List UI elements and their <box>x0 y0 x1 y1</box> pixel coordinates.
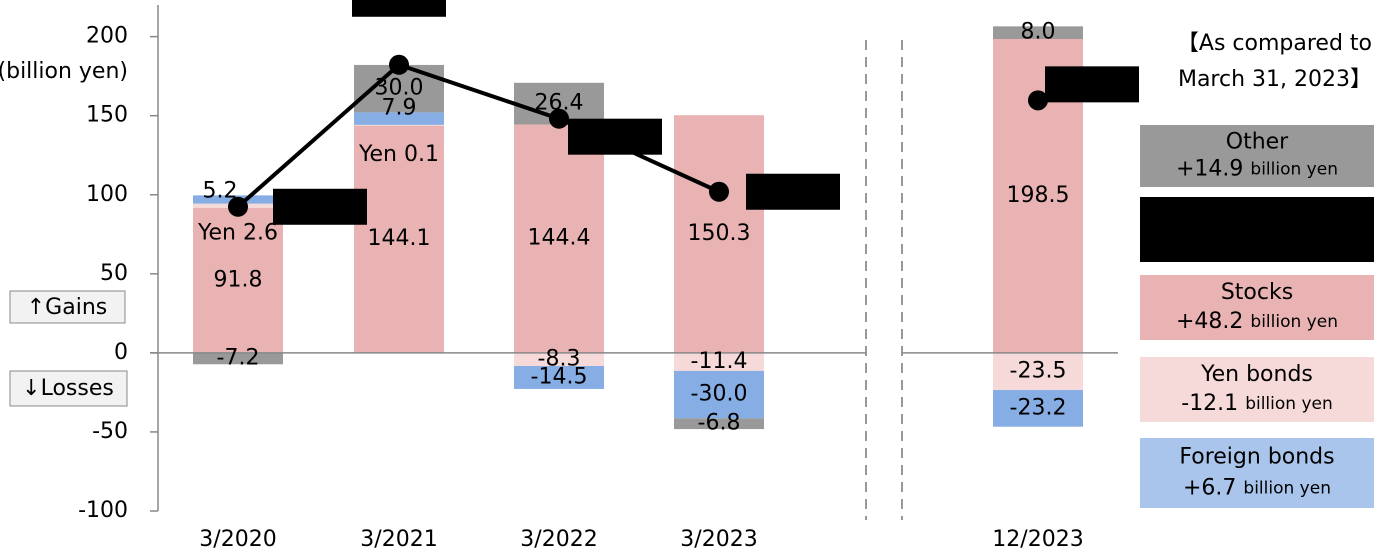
y-tick-label: 100 <box>86 182 128 207</box>
legend-change-unit: billion yen <box>1247 234 1347 254</box>
bar-segment <box>993 352 1083 391</box>
legend-change-value: +57.7 <box>1167 231 1240 256</box>
legend-change-unit: billion yen <box>1243 478 1331 498</box>
bar-segment <box>514 352 604 366</box>
y-tick-label: 0 <box>114 340 128 365</box>
losses-label: ↓Losses <box>22 376 114 401</box>
legend-change: +57.7 billion yen <box>1167 231 1347 256</box>
total-label: 182.2 <box>364 0 434 11</box>
legend-box <box>1140 357 1374 422</box>
bar-segment <box>674 418 764 430</box>
gains-box <box>9 290 126 324</box>
legend-change-unit: billion yen <box>1245 394 1333 414</box>
annotation: 【As compared to <box>1177 31 1372 56</box>
value-label: 150.3 <box>688 221 751 246</box>
total-marker <box>549 108 569 129</box>
total-marker <box>709 181 729 202</box>
total-label: 92.4 <box>293 194 347 219</box>
legend-change: +6.7 billion yen <box>1183 475 1331 500</box>
bar-segment <box>354 112 444 125</box>
total-label-box <box>352 0 446 17</box>
legend-change-value: +6.7 <box>1183 475 1236 500</box>
value-label: 7.9 <box>382 95 417 120</box>
bar-segment <box>354 124 444 126</box>
bar-segment <box>193 352 283 365</box>
value-label: -11.4 <box>691 349 748 374</box>
value-label: 144.4 <box>528 226 591 251</box>
bar-segment <box>674 352 764 371</box>
value-label: 91.8 <box>214 267 263 292</box>
gains-label: ↑Gains <box>27 295 107 320</box>
x-tick-label: 3/2020 <box>199 527 276 552</box>
legend-name: Other <box>1226 129 1289 154</box>
value-label: 198.5 <box>1007 183 1070 208</box>
value-label: 144.1 <box>368 226 431 251</box>
legend-name: Yen bonds <box>1200 362 1313 387</box>
total-label-box <box>568 118 662 155</box>
bar-segment <box>354 125 444 353</box>
total-label-box <box>746 173 840 210</box>
legend-name: Total <box>1227 202 1287 227</box>
y-tick-label: 200 <box>86 24 128 49</box>
legend-change-value: -12.1 <box>1181 391 1238 416</box>
value-label: -14.5 <box>531 364 588 389</box>
legend-change: +14.9 billion yen <box>1176 157 1338 182</box>
annotation: March 31, 2023】 <box>1178 67 1372 92</box>
total-marker <box>1028 90 1048 111</box>
y-axis-label: (billion yen) <box>0 59 128 84</box>
value-label: -8.3 <box>538 346 581 371</box>
y-tick-label: 150 <box>86 103 128 128</box>
total-label: 159.7 <box>1057 71 1127 96</box>
bar-segment <box>993 26 1083 39</box>
value-label: -23.2 <box>1010 395 1067 420</box>
y-tick-label: 50 <box>100 261 128 286</box>
total-line <box>236 62 720 209</box>
x-tick-label: 3/2021 <box>360 527 437 552</box>
bar-segment <box>674 115 764 353</box>
bar-segment <box>993 390 1083 427</box>
bar-segment <box>674 370 764 419</box>
legend-change: -12.1 billion yen <box>1181 391 1333 416</box>
value-label: -30.0 <box>691 382 748 407</box>
legend-change-value: +48.2 <box>1176 309 1243 334</box>
value-label: -23.5 <box>1010 358 1067 383</box>
total-label: 101.9 <box>758 179 828 204</box>
legend-change: +48.2 billion yen <box>1176 309 1338 334</box>
legend-change-unit: billion yen <box>1250 160 1338 180</box>
legend-box <box>1140 125 1374 187</box>
legend-change-value: +14.9 <box>1176 157 1243 182</box>
value-label: 8.0 <box>1021 20 1056 45</box>
total-label-box <box>1045 66 1139 103</box>
total-label-box <box>273 188 367 225</box>
legend-change-unit: billion yen <box>1250 312 1338 332</box>
legend-box <box>1140 438 1374 508</box>
total-marker <box>389 54 409 75</box>
value-label: -7.2 <box>217 346 260 371</box>
bar-segment <box>193 207 283 353</box>
x-tick-label: 12/2023 <box>992 527 1083 552</box>
losses-box <box>9 370 128 407</box>
legend-box <box>1140 275 1374 340</box>
value-label: -6.8 <box>698 411 741 436</box>
total-label: 148.1 <box>580 124 650 149</box>
x-tick-label: 3/2023 <box>680 527 757 552</box>
y-tick-label: -100 <box>78 498 128 523</box>
x-tick-label: 3/2022 <box>520 527 597 552</box>
legend-name: Stocks <box>1221 280 1293 305</box>
total-marker <box>228 196 248 217</box>
y-tick-label: -50 <box>92 419 128 444</box>
bar-segment <box>514 365 604 389</box>
value-label: Yen 0.1 <box>358 142 439 167</box>
bar-segment <box>514 124 604 353</box>
value-label: Yen 2.6 <box>197 221 278 246</box>
legend-box <box>1140 197 1374 262</box>
legend-name: Foreign bonds <box>1179 445 1334 470</box>
